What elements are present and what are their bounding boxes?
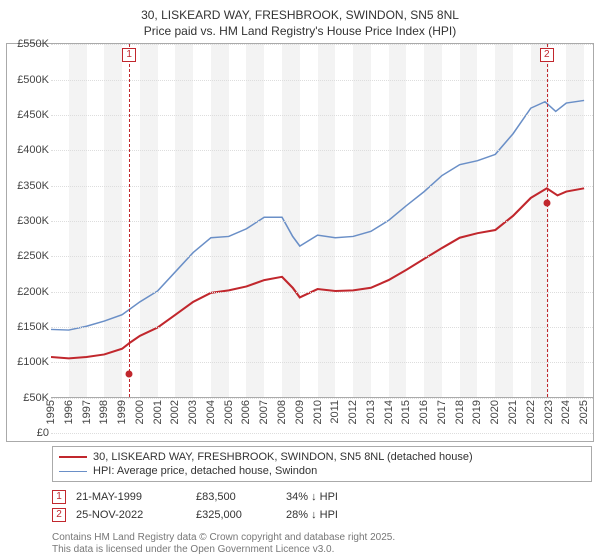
sale-vline (547, 44, 548, 397)
x-tick-label: 1998 (98, 400, 110, 424)
legend: 30, LISKEARD WAY, FRESHBROOK, SWINDON, S… (52, 446, 592, 482)
x-tick-label: 2012 (347, 400, 359, 424)
y-axis: £0£50K£100K£150K£200K£250K£300K£350K£400… (7, 44, 51, 441)
gridline-h (51, 221, 593, 222)
x-tick-label: 1997 (81, 400, 93, 424)
x-tick-label: 2005 (223, 400, 235, 424)
x-tick-label: 2004 (205, 400, 217, 424)
x-tick-label: 2016 (418, 400, 430, 424)
sale-delta: 34% ↓ HPI (286, 491, 386, 503)
legend-item-red: 30, LISKEARD WAY, FRESHBROOK, SWINDON, S… (59, 450, 585, 464)
x-tick-label: 2007 (258, 400, 270, 424)
copyright-line-1: Contains HM Land Registry data © Crown c… (52, 532, 592, 544)
sale-dot (126, 371, 133, 378)
chart-container: 30, LISKEARD WAY, FRESHBROOK, SWINDON, S… (0, 0, 600, 560)
sale-marker-2: 2 (540, 48, 554, 62)
x-tick-label: 2015 (400, 400, 412, 424)
x-tick-label: 2020 (489, 400, 501, 424)
gridline-h (51, 44, 593, 45)
x-tick-label: 2010 (312, 400, 324, 424)
gridline-h (51, 292, 593, 293)
sale-row: 2 25-NOV-2022 £325,000 28% ↓ HPI (52, 506, 592, 524)
plot: 12 (51, 44, 593, 397)
x-tick-label: 2013 (365, 400, 377, 424)
x-axis: 1995199619971998199920002001200220032004… (51, 397, 593, 441)
copyright: Contains HM Land Registry data © Crown c… (52, 532, 592, 556)
x-tick-label: 1999 (116, 400, 128, 424)
legend-item-blue: HPI: Average price, detached house, Swin… (59, 464, 585, 478)
legend-swatch-red (59, 456, 87, 458)
x-tick-label: 2022 (525, 400, 537, 424)
x-tick-label: 2025 (578, 400, 590, 424)
sales-table: 1 21-MAY-1999 £83,500 34% ↓ HPI 2 25-NOV-2022… (52, 488, 592, 524)
x-tick-label: 2017 (436, 400, 448, 424)
sale-row-marker: 1 (52, 490, 66, 504)
sale-price: £325,000 (196, 509, 276, 521)
chart-title: 30, LISKEARD WAY, FRESHBROOK, SWINDON, S… (6, 8, 594, 39)
sale-row-marker: 2 (52, 508, 66, 522)
x-tick-label: 2002 (169, 400, 181, 424)
x-tick-label: 2003 (187, 400, 199, 424)
gridline-h (51, 115, 593, 116)
legend-swatch-blue (59, 471, 87, 472)
x-tick-label: 2023 (543, 400, 555, 424)
x-tick-label: 2006 (240, 400, 252, 424)
sale-vline (129, 44, 130, 397)
legend-label-blue: HPI: Average price, detached house, Swin… (93, 465, 317, 477)
x-tick-label: 2019 (471, 400, 483, 424)
x-tick-label: 2021 (507, 400, 519, 424)
gridline-h (51, 150, 593, 151)
line-series_blue (51, 101, 584, 331)
x-tick-label: 2018 (454, 400, 466, 424)
gridline-h (51, 362, 593, 363)
gridline-h (51, 256, 593, 257)
x-tick-label: 1996 (63, 400, 75, 424)
chart-area: £0£50K£100K£150K£200K£250K£300K£350K£400… (6, 43, 594, 442)
gridline-h (51, 186, 593, 187)
sale-marker-1: 1 (122, 48, 136, 62)
sale-date: 25-NOV-2022 (76, 509, 186, 521)
sale-date: 21-MAY-1999 (76, 491, 186, 503)
legend-label-red: 30, LISKEARD WAY, FRESHBROOK, SWINDON, S… (93, 451, 473, 463)
y-tick-label: £150K (17, 321, 49, 333)
x-tick-label: 1995 (45, 400, 57, 424)
sale-row: 1 21-MAY-1999 £83,500 34% ↓ HPI (52, 488, 592, 506)
y-tick-label: £200K (17, 286, 49, 298)
copyright-line-2: This data is licensed under the Open Gov… (52, 544, 592, 556)
x-tick-label: 2014 (383, 400, 395, 424)
y-tick-label: £350K (17, 180, 49, 192)
title-line-2: Price paid vs. HM Land Registry's House … (6, 24, 594, 40)
gridline-h (51, 80, 593, 81)
x-tick-label: 2001 (152, 400, 164, 424)
sale-dot (543, 200, 550, 207)
sale-delta: 28% ↓ HPI (286, 509, 386, 521)
x-tick-label: 2000 (134, 400, 146, 424)
y-tick-label: £300K (17, 215, 49, 227)
gridline-h (51, 327, 593, 328)
x-tick-label: 2011 (329, 400, 341, 424)
y-tick-label: £450K (17, 109, 49, 121)
x-tick-label: 2024 (560, 400, 572, 424)
x-tick-label: 2009 (294, 400, 306, 424)
y-tick-label: £550K (17, 38, 49, 50)
x-tick-label: 2008 (276, 400, 288, 424)
y-tick-label: £100K (17, 356, 49, 368)
y-tick-label: £500K (17, 74, 49, 86)
sale-price: £83,500 (196, 491, 276, 503)
y-tick-label: £400K (17, 144, 49, 156)
plot-column: 12 1995199619971998199920002001200220032… (51, 44, 593, 441)
title-line-1: 30, LISKEARD WAY, FRESHBROOK, SWINDON, S… (6, 8, 594, 24)
line-series_red (51, 188, 584, 358)
y-tick-label: £0 (37, 427, 49, 439)
y-tick-label: £250K (17, 250, 49, 262)
